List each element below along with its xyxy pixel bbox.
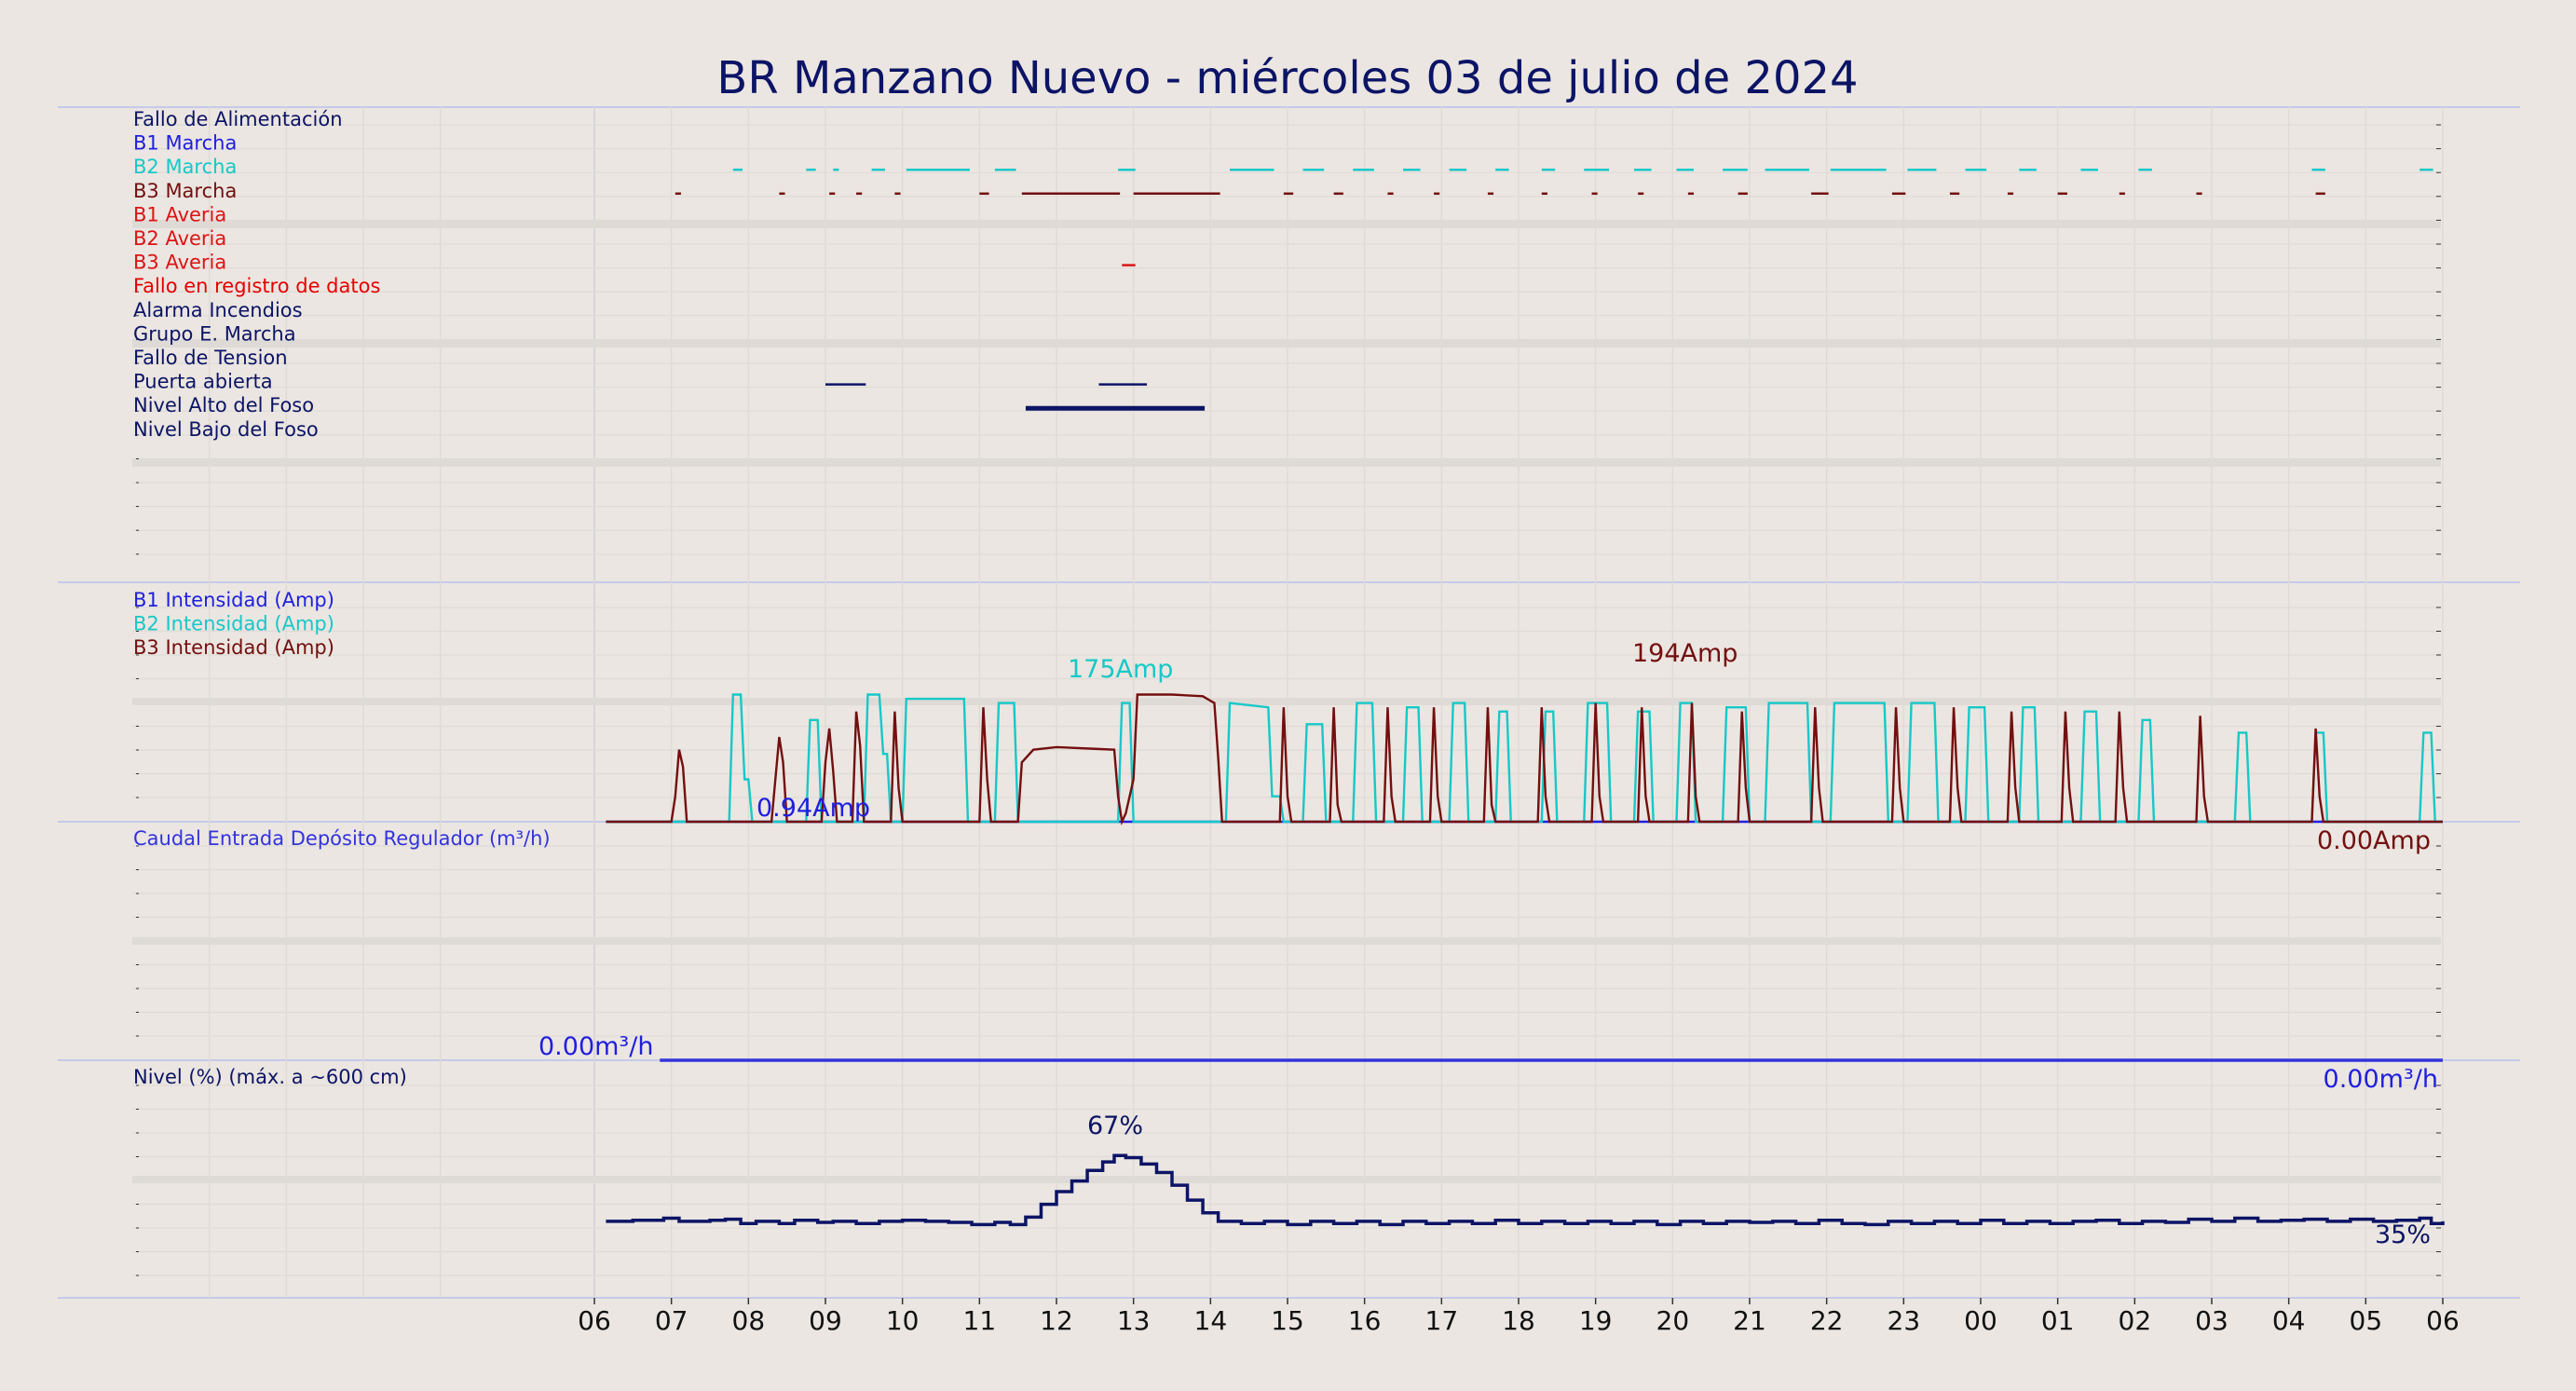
x-tick-label: 12 — [1040, 1305, 1073, 1336]
data-annotation: 0.94Amp — [756, 794, 870, 823]
x-tick-label: 09 — [809, 1305, 842, 1336]
x-tick-label: 03 — [2195, 1305, 2228, 1336]
x-tick-label: 06 — [578, 1305, 611, 1336]
series-line — [606, 1153, 2445, 1227]
series-label: Nivel (%) (máx. a ~600 cm) — [133, 1066, 407, 1088]
signal-label: Fallo en registro de datos — [133, 275, 380, 297]
signal-label: B1 Marcha — [133, 132, 237, 155]
signal-label: B1 Averia — [133, 203, 226, 225]
signal-label: Puerta abierta — [133, 371, 273, 393]
signal-label: B3 Marcha — [133, 180, 237, 202]
x-tick-label: 15 — [1271, 1305, 1304, 1336]
signal-label: Fallo de Tension — [133, 347, 288, 369]
x-tick-label: 16 — [1348, 1305, 1382, 1336]
series-label: B3 Intensidad (Amp) — [133, 636, 334, 659]
x-axis: 06 07 08 09 10 11 12 13 14 15 16 17 18 19 20 21 22 23 00 01… — [578, 1298, 2460, 1336]
x-tick-label: 23 — [1888, 1305, 1921, 1336]
x-tick-label: 14 — [1194, 1305, 1228, 1336]
grid-band — [132, 937, 2441, 945]
x-tick-label: 05 — [2350, 1305, 2383, 1336]
signal-label: Nivel Alto del Foso — [133, 394, 314, 416]
x-tick-label: 21 — [1733, 1305, 1766, 1336]
signal-label: Nivel Bajo del Foso — [133, 418, 319, 441]
x-tick-label: 02 — [2119, 1305, 2152, 1336]
series-label: B1 Intensidad (Amp) — [133, 589, 334, 611]
series-line — [606, 693, 2443, 824]
x-tick-label: 11 — [963, 1305, 997, 1336]
data-annotation: 194Amp — [1632, 639, 1738, 668]
signal-label: Alarma Incendios — [133, 299, 303, 321]
x-tick-label: 04 — [2272, 1305, 2306, 1336]
signal-label: B2 Marcha — [133, 156, 237, 178]
grid — [58, 106, 2520, 1299]
data-annotation: 0.00m³/h — [2324, 1065, 2438, 1094]
x-tick-label: 13 — [1117, 1305, 1151, 1336]
grid-band — [132, 459, 2441, 467]
x-tick-label: 19 — [1579, 1305, 1613, 1336]
data-annotation: 175Amp — [1068, 655, 1173, 684]
signal-label: Fallo de Alimentación — [133, 108, 343, 130]
signal-label: B3 Averia — [133, 252, 226, 274]
x-tick-label: 08 — [732, 1305, 766, 1336]
x-tick-label: 06 — [2426, 1305, 2460, 1336]
grid-band — [132, 340, 2441, 348]
series-line — [606, 693, 2443, 826]
x-tick-label: 20 — [1656, 1305, 1690, 1336]
x-tick-label: 17 — [1425, 1305, 1459, 1336]
signal-label: B2 Averia — [133, 227, 226, 250]
data-annotation: 0.00m³/h — [538, 1032, 653, 1061]
grid-band — [132, 698, 2441, 705]
x-tick-label: 00 — [1964, 1305, 1997, 1336]
data-annotation: 67% — [1087, 1111, 1143, 1140]
x-tick-label: 01 — [2041, 1305, 2075, 1336]
signal-label: Grupo E. Marcha — [133, 322, 296, 345]
x-tick-label: 18 — [1502, 1305, 1535, 1336]
data-annotation: 0.00Amp — [2317, 826, 2431, 855]
chart-title: BR Manzano Nuevo - miércoles 03 de julio… — [716, 52, 1858, 104]
grid-band — [132, 1176, 2441, 1183]
x-tick-label: 22 — [1810, 1305, 1844, 1336]
series-label: Caudal Entrada Depósito Regulador (m³/h) — [133, 827, 551, 850]
grid-band — [132, 221, 2441, 228]
data-annotation: 35% — [2375, 1221, 2431, 1249]
x-tick-label: 07 — [655, 1305, 688, 1336]
x-tick-label: 10 — [886, 1305, 920, 1336]
series-label: B2 Intensidad (Amp) — [133, 613, 334, 635]
